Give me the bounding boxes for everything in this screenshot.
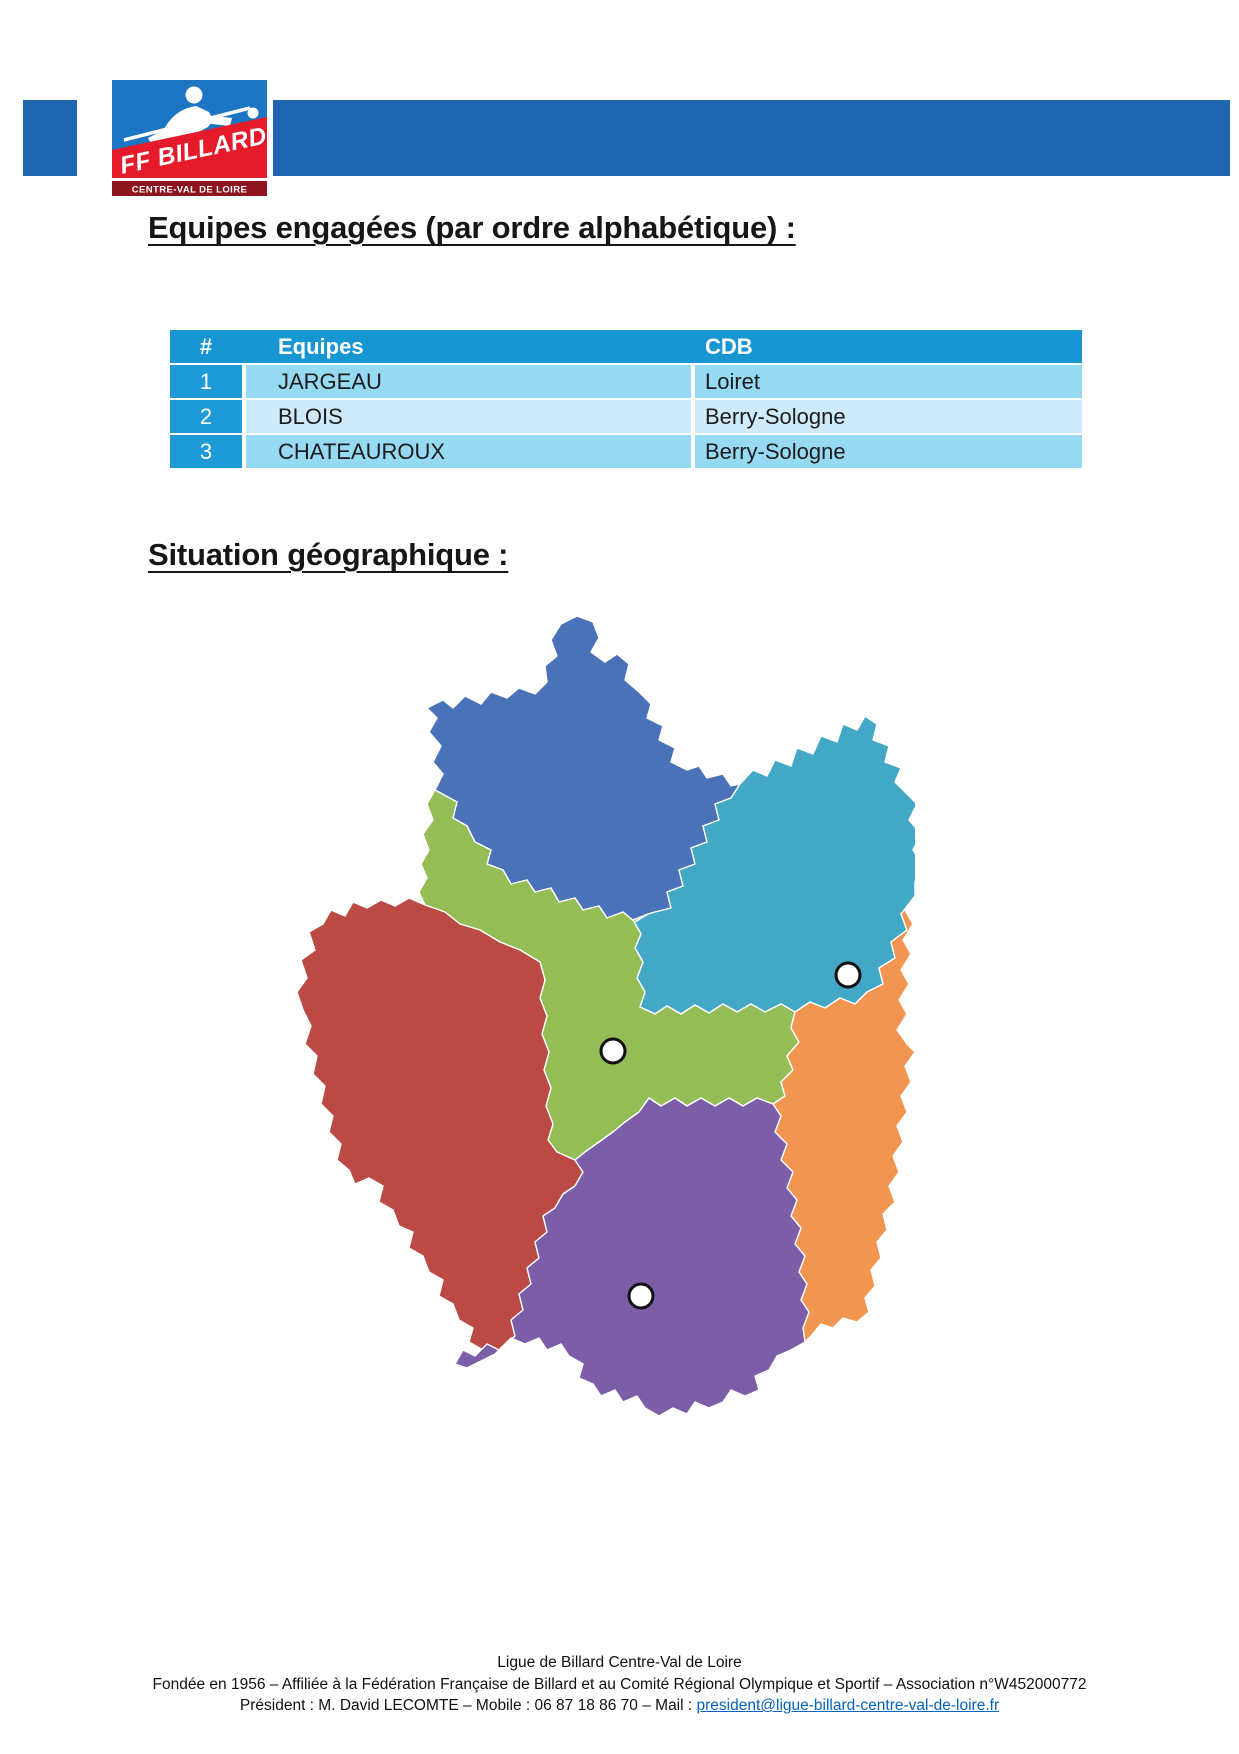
ffbillard-logo: FF BILLARD CENTRE-VAL DE LOIRE: [112, 80, 269, 196]
president-email-link[interactable]: president@ligue-billard-centre-val-de-lo…: [696, 1697, 1000, 1714]
logo-red-band: [112, 117, 267, 178]
department-indre-et-loire: [296, 897, 584, 1355]
footer-president-text: Président : M. David LECOMTE – Mobile : …: [239, 1697, 697, 1714]
region-map: [295, 612, 924, 1422]
table-row: 3 CHATEAUROUX Berry-Sologne: [170, 435, 1082, 468]
teams-table: # Equipes CDB 1 JARGEAU Loiret 2 BLOIS B…: [170, 330, 1082, 468]
city-marker-indre: [627, 1282, 655, 1310]
logo-region-strip: [112, 181, 267, 196]
city-marker-loir-et-cher: [599, 1037, 627, 1065]
team-name: CHATEAUROUX: [246, 435, 691, 468]
col-header-cdb: CDB: [705, 334, 753, 359]
footer-line-3: Président : M. David LECOMTE – Mobile : …: [0, 1695, 1239, 1717]
team-name: BLOIS: [246, 400, 691, 433]
table-header-row: # Equipes CDB: [170, 330, 1082, 363]
footer-line-1: Ligue de Billard Centre-Val de Loire: [497, 1654, 742, 1671]
map-section-title: Situation géographique :: [148, 537, 509, 572]
col-header-num: #: [199, 334, 213, 359]
centre-val-de-loire-map-icon: [296, 615, 924, 1417]
ffbillard-logo-icon: FF BILLARD CENTRE-VAL DE LOIRE: [112, 80, 269, 196]
page-footer: Ligue de Billard Centre-Val de Loire Fon…: [0, 1652, 1239, 1717]
billiard-cue-icon: [123, 106, 251, 142]
footer-line-2: Fondée en 1956 – Affiliée à la Fédératio…: [152, 1675, 1087, 1693]
teams-section-title: Equipes engagées (par ordre alphabétique…: [148, 210, 796, 245]
row-number: 1: [170, 365, 242, 398]
logo-region-text: CENTRE-VAL DE LOIRE: [132, 185, 247, 196]
team-cdb: Berry-Sologne: [695, 435, 1082, 468]
table-row: 2 BLOIS Berry-Sologne: [170, 400, 1082, 433]
table-row: 1 JARGEAU Loiret: [170, 365, 1082, 398]
department-indre: [454, 1097, 810, 1417]
row-number: 2: [170, 400, 242, 433]
header-bar-right: [273, 100, 1230, 176]
team-cdb: Loiret: [695, 365, 1082, 398]
team-name: JARGEAU: [246, 365, 691, 398]
row-number: 3: [170, 435, 242, 468]
team-cdb: Berry-Sologne: [695, 400, 1082, 433]
billiard-ball-icon: [247, 107, 259, 119]
col-header-equipes: Equipes: [278, 334, 364, 359]
header-bar-left: [23, 100, 77, 176]
city-marker-loiret: [834, 961, 862, 989]
